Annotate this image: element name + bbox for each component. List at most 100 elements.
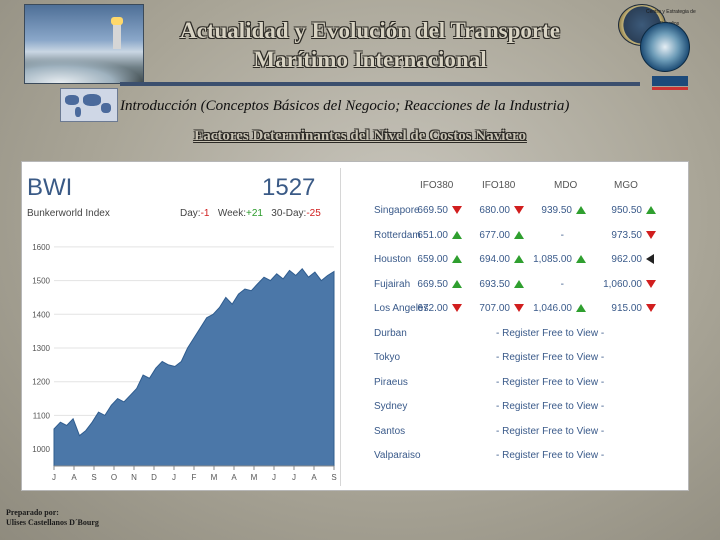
y-tick-label: 1500 <box>32 277 50 286</box>
column-header: IFO380 <box>420 180 454 191</box>
price-cell: 693.50 <box>479 278 510 290</box>
price-row: Houston 659.00 694.00 1,085.00 962.00 <box>352 249 688 271</box>
x-tick-label: A <box>231 473 237 482</box>
port-name: Houston <box>374 254 412 265</box>
price-cell: - <box>560 278 564 290</box>
bwi-area-series <box>53 268 335 467</box>
price-cell: 677.00 <box>479 229 510 241</box>
register-row: Piraeus - Register Free to View - <box>352 372 688 394</box>
port-name: Santos <box>374 425 406 437</box>
seal-text-1: Centro y Estrategia de <box>646 9 696 15</box>
bwi-subtitle: Bunkerworld Index <box>27 208 110 219</box>
port-name: Durban <box>374 327 407 339</box>
register-link[interactable]: - Register Free to View - <box>496 327 605 339</box>
x-tick-label: A <box>71 473 77 482</box>
port-name: Fujairah <box>374 278 411 290</box>
register-link[interactable]: - Register Free to View - <box>496 425 605 437</box>
header-lighthouse-photo <box>24 4 144 84</box>
wave-image <box>25 57 143 83</box>
title-line-1: Actualidad y Evolución del Transporte <box>180 18 560 43</box>
register-link[interactable]: - Register Free to View - <box>496 450 605 461</box>
port-name: Tokyo <box>374 352 401 363</box>
price-down-icon <box>452 304 462 312</box>
x-tick-label: A <box>311 473 317 482</box>
x-tick-label: J <box>172 473 176 482</box>
x-tick-label: S <box>331 473 336 482</box>
bwi-chart-area: BWI 1527 Bunkerworld Index Day:-1 Week:+… <box>22 162 342 492</box>
price-up-icon <box>646 206 656 214</box>
x-tick-label: M <box>251 473 258 482</box>
bwi-changes: Day:-1 Week:+21 30-Day:-25 <box>180 208 321 219</box>
lighthouse-tower <box>113 23 121 49</box>
register-row: Durban - Register Free to View - <box>352 323 688 345</box>
port-name: Valparaiso <box>374 450 421 461</box>
price-cell: 680.00 <box>479 205 510 216</box>
price-cell: 669.50 <box>417 278 448 290</box>
x-tick-label: J <box>52 473 56 482</box>
register-row: Santos - Register Free to View - <box>352 421 688 443</box>
x-tick-label: M <box>211 473 218 482</box>
badge-label <box>652 76 688 86</box>
price-up-icon <box>514 255 524 263</box>
ship-wheel-badge-icon <box>640 22 690 72</box>
register-row: Valparaiso - Register Free to View - <box>352 445 688 467</box>
price-cell: 915.00 <box>611 303 642 314</box>
x-tick-label: F <box>192 473 197 482</box>
price-cell: 694.00 <box>479 254 510 265</box>
x-tick-label: N <box>131 473 137 482</box>
price-row: Fujairah 669.50 693.50 - 1,060.00 <box>352 274 688 296</box>
price-down-icon <box>646 304 656 312</box>
bunker-price-panel: BWI 1527 Bunkerworld Index Day:-1 Week:+… <box>21 161 689 491</box>
price-down-icon <box>646 279 656 288</box>
x-tick-label: J <box>292 473 296 482</box>
x-tick-label: S <box>91 473 96 482</box>
thirty-day-value: -25 <box>306 208 321 219</box>
register-link[interactable]: - Register Free to View - <box>496 376 605 388</box>
price-up-icon <box>576 304 586 312</box>
price-up-icon <box>514 279 524 288</box>
price-down-icon <box>452 206 462 214</box>
price-down-icon <box>514 206 524 214</box>
register-link[interactable]: - Register Free to View - <box>496 352 605 363</box>
price-cell: 962.00 <box>611 254 642 265</box>
page-title: Actualidad y Evolución del Transporte Ma… <box>140 16 600 74</box>
price-cell: 973.50 <box>611 229 642 241</box>
footer-credit: Preparado por: Ulises Castellanos D´Bour… <box>6 508 99 528</box>
price-up-icon <box>452 255 462 263</box>
column-header: MGO <box>614 180 638 191</box>
price-up-icon <box>452 230 462 239</box>
price-unchanged-icon <box>646 254 654 264</box>
y-tick-label: 1400 <box>32 310 50 319</box>
badge-strip <box>652 87 688 90</box>
week-label: Week: <box>217 208 246 219</box>
price-down-icon <box>646 230 656 239</box>
thirty-day-label: 30-Day: <box>271 208 307 219</box>
price-cell: 1,046.00 <box>533 303 572 314</box>
footer-line-1: Preparado por: <box>6 508 59 517</box>
price-cell: 669.50 <box>417 205 448 216</box>
column-header: IFO180 <box>482 180 516 191</box>
price-cell: 950.50 <box>611 205 642 216</box>
y-tick-label: 1000 <box>32 445 50 454</box>
column-header: MDO <box>554 180 578 191</box>
register-row: Sydney - Register Free to View - <box>352 396 688 418</box>
x-tick-label: D <box>151 473 157 482</box>
header-divider <box>120 82 640 86</box>
y-tick-label: 1300 <box>32 344 50 353</box>
slide-subtitle: Introducción (Conceptos Básicos del Nego… <box>120 98 570 114</box>
price-cell: 1,085.00 <box>533 254 572 265</box>
y-tick-label: 1600 <box>32 243 50 252</box>
world-map-icon <box>60 88 118 122</box>
price-cell: 659.00 <box>417 254 448 265</box>
section-title: Factores Determinantes del Nivel de Cost… <box>194 128 526 144</box>
port-name: Rotterdam <box>374 229 421 241</box>
price-cell: 939.50 <box>541 205 572 216</box>
day-label: Day: <box>180 208 201 219</box>
register-link[interactable]: - Register Free to View - <box>496 401 605 412</box>
price-row: Rotterdam 651.00 677.00 - 973.50 <box>352 225 688 247</box>
bwi-title: BWI <box>27 174 73 201</box>
price-cell: 707.00 <box>479 303 510 314</box>
price-down-icon <box>514 304 524 312</box>
price-up-icon <box>576 206 586 214</box>
price-cell: - <box>560 229 564 241</box>
